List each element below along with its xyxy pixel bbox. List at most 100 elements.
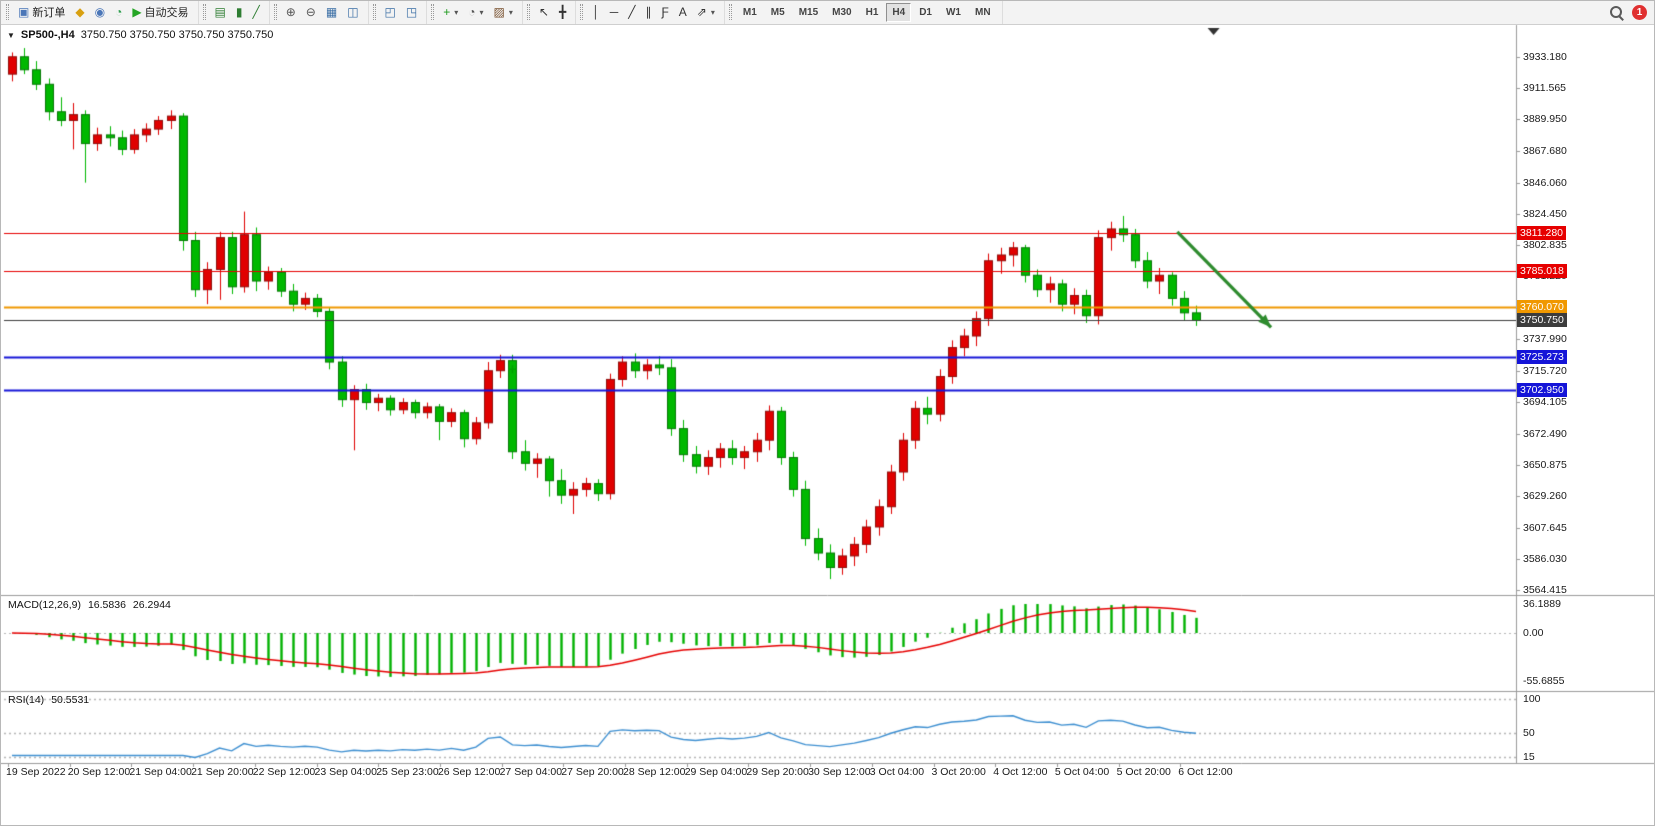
crosshair-button[interactable]: ╋: [554, 2, 571, 23]
autotrade-button[interactable]: ▶ 自动交易: [127, 2, 193, 23]
chart-title-bar: ▼ SP500-,H4 3750.750 3750.750 3750.750 3…: [7, 29, 273, 41]
symbol-title: SP500-,H4: [20, 29, 75, 41]
chevron-down-icon: ▾: [710, 7, 715, 17]
arrows-button[interactable]: ⇗ ▾: [692, 2, 720, 23]
channel-icon: ∥: [645, 5, 652, 19]
timeframe-d1[interactable]: D1: [913, 3, 938, 22]
toolbar-right: 1: [1609, 4, 1655, 20]
crosshair-icon: ╋: [558, 5, 567, 19]
trendline-icon: ╱: [628, 5, 636, 19]
clock-icon: ◔: [115, 5, 123, 19]
trendline-button[interactable]: ╱: [623, 2, 640, 23]
timeframe-w1[interactable]: W1: [940, 3, 967, 22]
timeframe-h4[interactable]: H4: [886, 2, 912, 22]
cascade-windows-button[interactable]: ◫: [342, 2, 363, 23]
new-chart-button[interactable]: + ▾: [438, 2, 463, 23]
horizontal-line-icon: ─: [609, 5, 619, 19]
community-button[interactable]: ◉: [90, 2, 110, 23]
chevron-down-icon: ▾: [454, 7, 459, 17]
periods-button[interactable]: ◔ ▾: [463, 2, 488, 23]
bar-chart-icon: ▤: [214, 5, 226, 19]
cursor-button[interactable]: ↖: [534, 2, 554, 23]
main-toolbar: ▣ 新订单 ◆ ◉ ◔ ▶ 自动交易 ▤ ▮ ╱ ⊕ ⊖ ▦ ◫ ◰ ◳ + ▾ ◔ ▾ ▨ ▾ ↖ ╋ │ ─ ╱ ∥ Ƒ A ⇗ ▾ M1…: [0, 0, 1655, 25]
text-button[interactable]: A: [674, 2, 692, 23]
zoom-in-icon: ⊕: [285, 5, 296, 19]
toolbar-group-chart-type: ▤ ▮ ╱: [199, 0, 270, 24]
toolbar-grip[interactable]: [580, 4, 584, 20]
toolbar-group-dropdowns: + ▾ ◔ ▾ ▨ ▾: [427, 0, 523, 24]
market-button[interactable]: ◔: [110, 2, 127, 23]
notification-badge[interactable]: 1: [1632, 4, 1647, 20]
panel-splitter-2[interactable]: [0, 762, 1655, 766]
toolbar-grip[interactable]: [273, 4, 277, 20]
plus-chart-icon: +: [443, 5, 451, 19]
toolbar-grip[interactable]: [728, 4, 732, 20]
horizontal-line-3811.280[interactable]: [4, 231, 1516, 236]
panel-splitter-1[interactable]: [0, 690, 1655, 694]
periods-clock-icon: ◔: [468, 5, 476, 19]
timeframe-toolbar: M1 M5 M15 M30 H1 H4 D1 W1 MN: [725, 0, 1003, 24]
panel-splitter-0[interactable]: [0, 594, 1655, 598]
play-icon: ▶: [132, 5, 142, 19]
horizontal-line-3750.750[interactable]: [4, 318, 1516, 323]
toolbar-group-cursor: ↖ ╋: [523, 0, 577, 24]
autotrade-button-label: 自动交易: [144, 7, 189, 19]
arrange-icon: ◰: [384, 5, 396, 19]
horizontal-line-button[interactable]: ─: [605, 2, 624, 23]
horizontal-line-3725.273[interactable]: [4, 355, 1516, 360]
timeframe-m5[interactable]: M5: [765, 3, 791, 22]
maximize-icon: ◳: [405, 5, 418, 19]
tile-windows-button[interactable]: ▦: [321, 2, 342, 23]
candlestick-icon: ▮: [235, 5, 243, 19]
chevron-down-icon: ▾: [479, 7, 484, 17]
bars-chart-button[interactable]: ▤: [210, 2, 231, 23]
new-order-icon: ▣: [18, 5, 30, 19]
toolbar-group-trade: ▣ 新订单 ◆ ◉ ◔ ▶ 自动交易: [2, 0, 199, 24]
timeframe-m30[interactable]: M30: [826, 3, 857, 22]
cursor-arrow-icon: ↖: [538, 5, 549, 19]
timeframe-m15[interactable]: M15: [793, 3, 824, 22]
arrows-icon: ⇗: [696, 5, 707, 19]
channel-button[interactable]: ∥: [640, 2, 656, 23]
candles-chart-button[interactable]: ▮: [231, 2, 248, 23]
toolbar-grip[interactable]: [372, 4, 376, 20]
chevron-down-icon: ▾: [508, 7, 513, 17]
toolbar-group-arrange: ◰ ◳: [369, 0, 428, 24]
vertical-line-button[interactable]: │: [587, 2, 605, 23]
tile-windows-icon: ▦: [325, 5, 338, 19]
vertical-line-icon: │: [592, 5, 600, 19]
template-icon: ▨: [493, 5, 505, 19]
zoom-out-button[interactable]: ⊖: [301, 2, 321, 23]
horizontal-line-3760.070[interactable]: [4, 305, 1516, 310]
zoom-out-icon: ⊖: [305, 5, 316, 19]
search-icon[interactable]: [1609, 5, 1624, 20]
new-order-button[interactable]: ▣ 新订单: [13, 2, 70, 23]
toolbar-groups: ▣ 新订单 ◆ ◉ ◔ ▶ 自动交易 ▤ ▮ ╱ ⊕ ⊖ ▦ ◫ ◰ ◳ + ▾ ◔ ▾ ▨ ▾ ↖ ╋ │ ─ ╱ ∥ Ƒ A ⇗ ▾: [2, 0, 725, 24]
toolbar-group-zoom-windows: ⊕ ⊖ ▦ ◫: [270, 0, 369, 24]
toolbar-grip[interactable]: [526, 4, 530, 20]
toolbar-grip[interactable]: [431, 4, 435, 20]
timeframe-m1[interactable]: M1: [737, 3, 763, 22]
new-order-button-label: 新订单: [32, 7, 66, 19]
maximize-chart-button[interactable]: ◳: [401, 2, 422, 23]
horizontal-line-3785.018[interactable]: [4, 269, 1516, 274]
toolbar-grip[interactable]: [6, 4, 9, 20]
fibonacci-icon: Ƒ: [661, 5, 669, 19]
horizontal-line-3702.950[interactable]: [4, 388, 1516, 393]
metaeditor-button[interactable]: ◆: [70, 2, 89, 23]
ohlc-readout: 3750.750 3750.750 3750.750 3750.750: [80, 29, 274, 41]
one-click-trading-toggle[interactable]: ▼: [7, 30, 15, 40]
arrange-charts-button[interactable]: ◰: [380, 2, 401, 23]
toolbar-group-objects: │ ─ ╱ ∥ Ƒ A ⇗ ▾: [576, 0, 725, 24]
text-icon: A: [678, 5, 687, 19]
timeframe-mn[interactable]: MN: [969, 3, 997, 22]
zoom-in-button[interactable]: ⊕: [281, 2, 301, 23]
timeframe-h1[interactable]: H1: [860, 3, 885, 22]
toolbar-grip[interactable]: [202, 4, 206, 20]
line-chart-button[interactable]: ╱: [248, 2, 265, 23]
metaeditor-icon: ◆: [75, 5, 85, 19]
cascade-windows-icon: ◫: [347, 5, 359, 19]
templates-button[interactable]: ▨ ▾: [489, 2, 518, 23]
fibonacci-button[interactable]: Ƒ: [656, 2, 673, 23]
